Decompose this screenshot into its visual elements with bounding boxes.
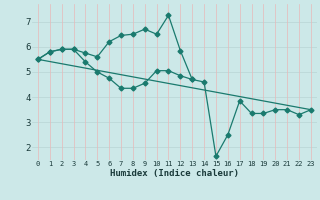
X-axis label: Humidex (Indice chaleur): Humidex (Indice chaleur) — [110, 169, 239, 178]
